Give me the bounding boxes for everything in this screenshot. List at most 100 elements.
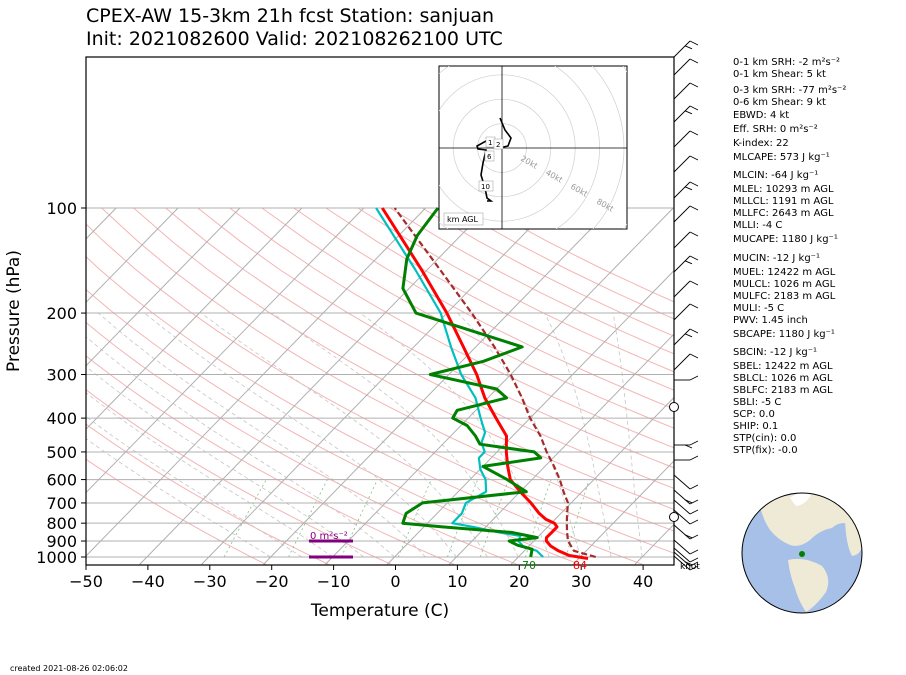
index-line: MULI: -5 C <box>733 303 785 314</box>
wind-barb <box>673 539 699 555</box>
srh-annotation: 0 m²s⁻² <box>310 531 348 542</box>
index-line: MLLCL: 1191 m AGL <box>733 196 834 207</box>
dry-adiabat <box>229 207 674 449</box>
moist-adiabat <box>272 312 519 558</box>
y-tick-label: 100 <box>46 199 77 218</box>
dry-adiabat <box>389 207 674 355</box>
wind-barb <box>673 499 699 515</box>
y-axis-label: Pressure (hPa) <box>4 250 24 372</box>
index-line: K-index: 22 <box>733 138 789 149</box>
wind-barb <box>673 231 699 249</box>
wind-barb <box>673 524 699 540</box>
index-line: MULFC: 2183 m AGL <box>733 291 836 302</box>
mixing-ratio-line <box>288 479 328 558</box>
index-line: 0-6 km Shear: 9 kt <box>733 97 826 108</box>
surface-temp-label: 84 <box>573 559 587 572</box>
y-tick-label: 900 <box>46 532 77 551</box>
wind-barb <box>673 82 699 100</box>
wind-barb <box>673 255 699 273</box>
wind-barb <box>673 105 699 123</box>
index-line: 0-1 km SRH: -2 m²s⁻² <box>733 57 840 68</box>
isotherm <box>86 207 179 304</box>
location-globe <box>741 492 863 614</box>
index-line: MLCAPE: 573 J kg⁻¹ <box>733 152 830 163</box>
moist-adiabat <box>86 365 364 558</box>
index-line: MULCL: 1026 m AGL <box>733 279 836 290</box>
background-lines <box>86 207 674 565</box>
isotherm <box>86 207 427 557</box>
index-line: MUCAPE: 1180 J kg⁻¹ <box>733 234 838 245</box>
hodo-trace <box>476 117 512 202</box>
moist-adiabat <box>144 312 457 558</box>
index-line: SCP: 0.0 <box>733 409 775 420</box>
wind-barb <box>674 375 699 381</box>
x-tick-label: −30 <box>193 572 227 591</box>
wind-barb <box>673 181 699 199</box>
station-marker <box>799 551 805 557</box>
index-line: SHIP: 0.1 <box>733 421 779 432</box>
dry-adiabat <box>86 355 455 565</box>
hodograph-inset: 20kt 40kt 60kt 80kt km AGL 1 2 6 10 <box>438 65 628 230</box>
wind-barb <box>673 130 699 148</box>
hodo-km-agl-label: km AGL <box>447 215 479 224</box>
index-line: Eff. SRH: 0 m²s⁻² <box>733 124 818 135</box>
profiles <box>375 207 597 560</box>
y-tick-label: 800 <box>46 514 77 533</box>
axis-ticks: −50 −40 −30 −20 −10 0 10 20 30 40 100 200 300 400 500 6… <box>36 199 653 591</box>
y-tick-label: 1000 <box>36 548 77 567</box>
temperature-profile <box>381 207 589 560</box>
x-tick-label: −40 <box>131 572 165 591</box>
dry-adiabat <box>133 207 674 510</box>
isotherm <box>139 207 488 565</box>
x-axis-label: Temperature (C) <box>310 601 449 621</box>
wind-barb <box>673 328 699 346</box>
wind-barbs <box>669 40 699 571</box>
isotherm <box>572 460 674 565</box>
dry-adiabat <box>86 423 329 565</box>
mixing-ratio-line <box>341 479 378 558</box>
isotherm <box>86 207 303 430</box>
isotherm <box>263 207 612 565</box>
wind-barb <box>673 489 699 505</box>
x-tick-label: 20 <box>509 572 529 591</box>
wind-barb <box>673 205 699 223</box>
y-tick-label: 600 <box>46 471 77 490</box>
wind-barb <box>673 474 699 490</box>
dry-adiabat <box>357 207 674 373</box>
dry-adiabat <box>86 458 267 565</box>
calm-wind-circle <box>669 402 679 412</box>
x-tick-label: −10 <box>317 572 351 591</box>
x-tick-label: −50 <box>69 572 103 591</box>
moist-adiabat <box>98 312 426 558</box>
wind-barb <box>673 155 699 173</box>
chart-subtitle: Init: 2021082600 Valid: 202108262100 UTC <box>86 28 503 50</box>
x-tick-label: 40 <box>633 572 653 591</box>
wind-barb <box>673 551 699 567</box>
y-tick-label: 200 <box>46 304 77 323</box>
isotherm <box>448 333 674 565</box>
isotherm <box>86 207 365 494</box>
wind-barb <box>673 555 699 571</box>
hodo-height-1: 1 <box>488 139 492 147</box>
index-line: EBWD: 4 kt <box>733 110 790 121</box>
wind-barb <box>673 547 699 563</box>
wind-barb <box>673 353 699 371</box>
y-tick-label: 400 <box>46 409 77 428</box>
index-line: MUEL: 12422 m AGL <box>733 267 836 278</box>
dry-adiabat <box>101 207 674 532</box>
index-line: SBLFC: 2183 m AGL <box>733 385 833 396</box>
isotherm <box>201 207 550 565</box>
index-line: 0-3 km SRH: -77 m²s⁻² <box>733 85 847 96</box>
calm-wind-circle <box>669 512 679 522</box>
dry-adiabat <box>86 321 517 565</box>
index-line: SBEL: 12422 m AGL <box>733 361 833 372</box>
surface-dewpoint-label: 70 <box>522 559 536 572</box>
dry-adiabat <box>197 207 674 469</box>
index-line: SBLI: -5 C <box>733 397 782 408</box>
wind-barb <box>673 280 699 298</box>
y-tick-label: 300 <box>46 366 77 385</box>
dry-adiabat <box>86 256 643 565</box>
hodo-height-2: 2 <box>496 141 500 149</box>
isotherm <box>86 207 241 367</box>
